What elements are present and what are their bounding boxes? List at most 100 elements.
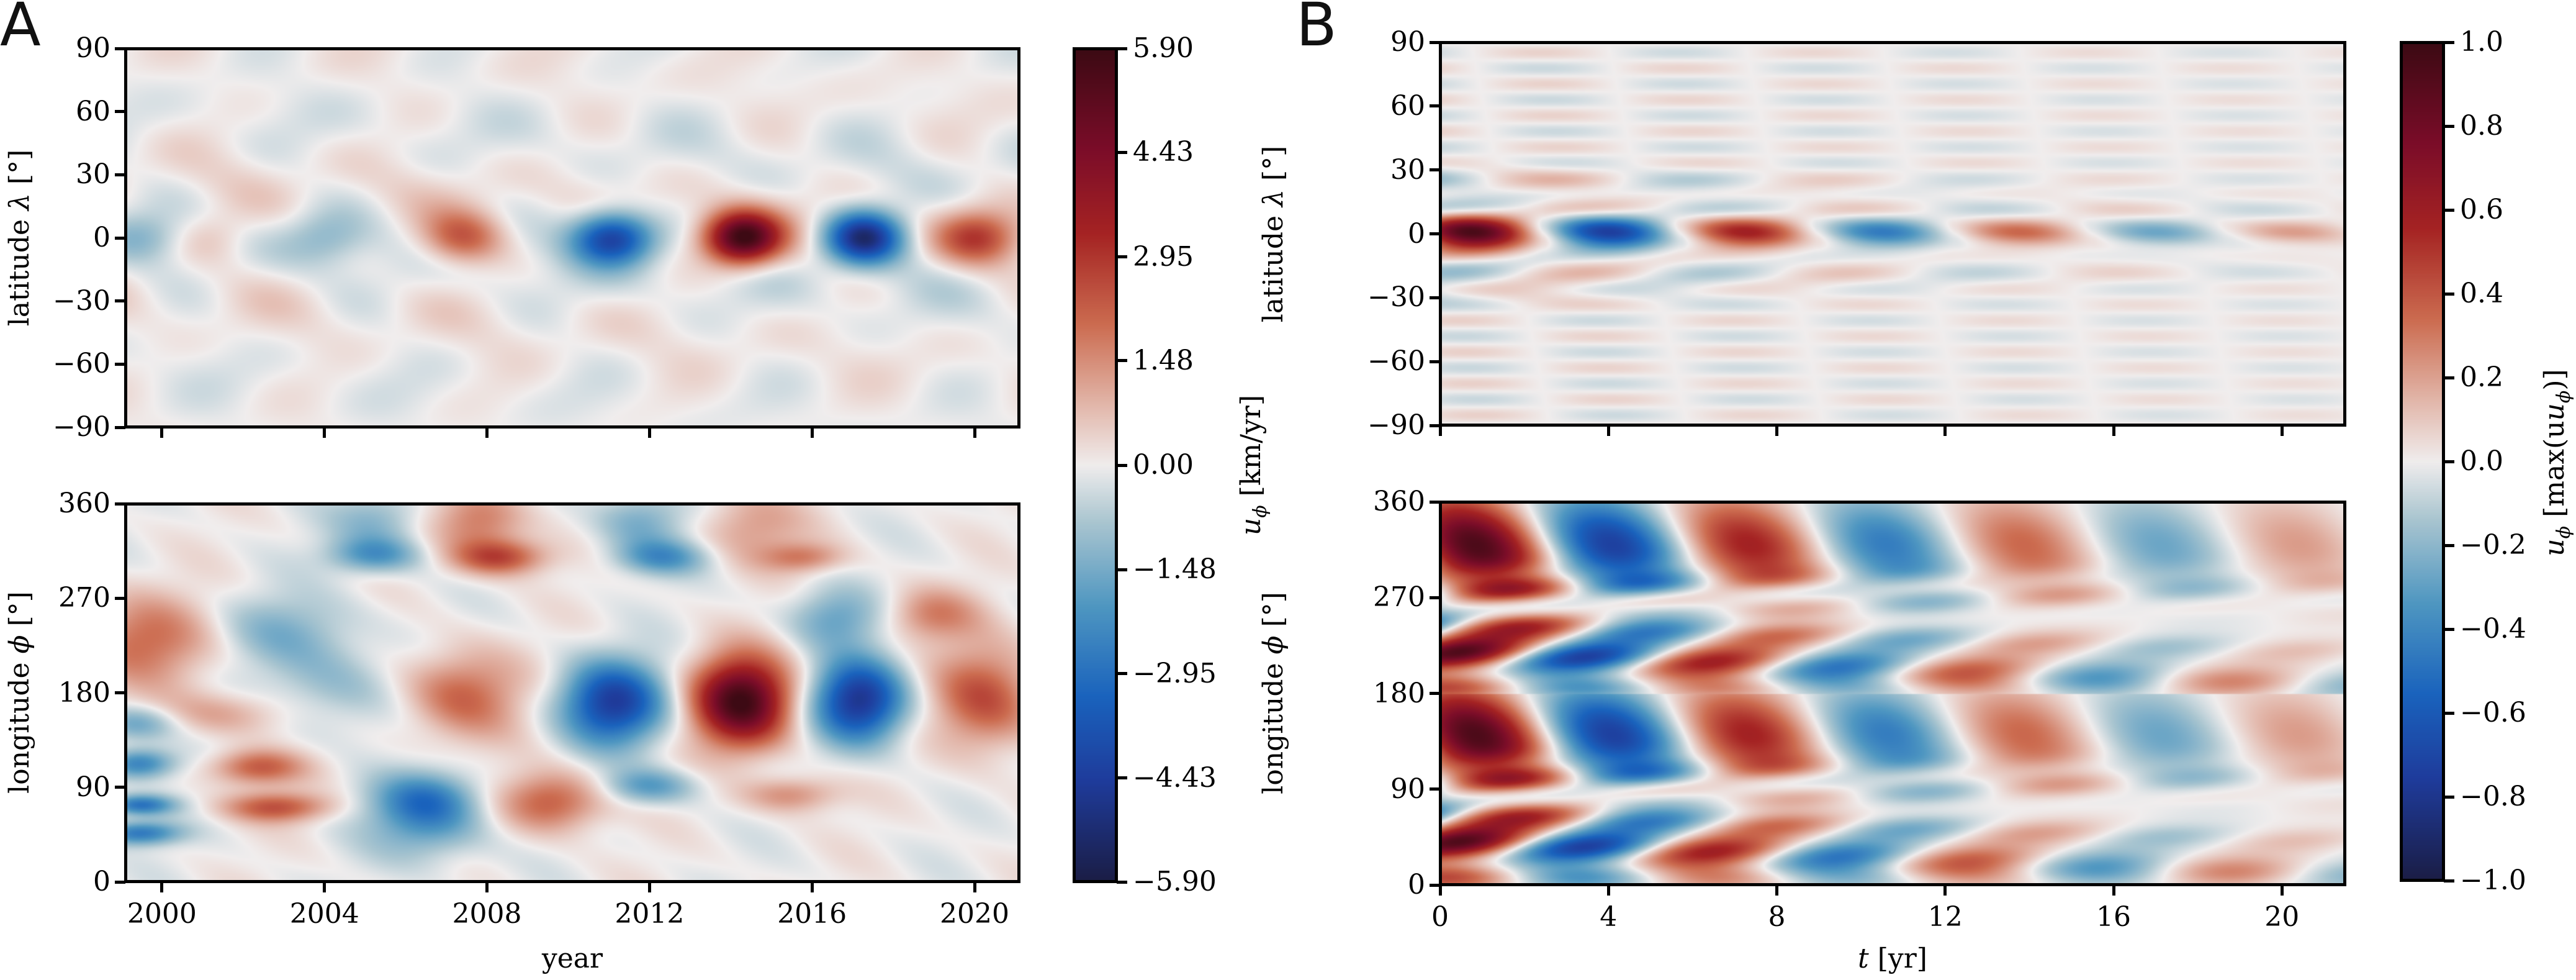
A-bottom-xtick-label: 2004	[289, 898, 359, 930]
A-colorbar-tick-label: −4.43	[1133, 761, 1217, 794]
A-colorbar-tick	[1117, 880, 1127, 884]
A-top-ytick	[115, 425, 125, 429]
A-top-ytick-label: −30	[53, 284, 110, 317]
A-bottom-ytick	[115, 880, 125, 884]
A-top-xtick	[485, 427, 489, 438]
B-colorbar-tick	[2444, 879, 2454, 882]
B-colorbar-tick	[2444, 460, 2454, 463]
b-top-ylabel: latitude λ [°]	[1258, 145, 1289, 323]
B-bottom-ytick-label: 90	[1390, 773, 1425, 805]
B-bottom-ytick	[1430, 883, 1440, 887]
B-bottom-xtick-label: 16	[2096, 901, 2132, 933]
B-bottom-xtick-label: 0	[1431, 901, 1449, 933]
A-top-ytick	[115, 47, 125, 50]
A-top-ytick	[115, 299, 125, 303]
B-top-xtick	[1606, 425, 1610, 436]
B-bottom-xtick-label: 20	[2264, 901, 2300, 933]
colorbar-a-label: uϕ [km/yr]	[1235, 394, 1271, 536]
heatmap-b-latitude	[1439, 41, 2346, 427]
A-colorbar-tick	[1117, 359, 1127, 363]
B-colorbar-tick	[2444, 376, 2454, 379]
A-colorbar-tick-label: −1.48	[1133, 553, 1217, 586]
panel-letter-b: B	[1296, 0, 1337, 60]
A-bottom-xtick-label: 2008	[452, 898, 522, 930]
B-colorbar-tick-label: −0.2	[2460, 529, 2526, 561]
A-bottom-ytick	[115, 691, 125, 694]
B-top-ytick-label: 0	[1408, 217, 1425, 250]
B-top-ytick	[1430, 168, 1440, 172]
A-colorbar-tick-label: 1.48	[1133, 344, 1194, 376]
B-top-ytick	[1430, 360, 1440, 363]
B-top-ytick-label: 30	[1390, 153, 1425, 186]
heatmap-a-longitude-image	[127, 506, 1017, 880]
B-colorbar-tick-label: −1.0	[2460, 864, 2526, 896]
B-top-ytick	[1430, 424, 1440, 427]
A-bottom-xtick	[973, 882, 976, 892]
B-top-ytick-label: 60	[1390, 89, 1425, 122]
A-top-xtick	[323, 427, 327, 438]
B-top-ytick	[1430, 232, 1440, 235]
B-colorbar-tick	[2444, 40, 2454, 44]
A-top-ytick-label: 90	[76, 32, 110, 64]
A-top-xtick	[647, 427, 651, 438]
a-top-ylabel: latitude λ [°]	[4, 149, 35, 327]
B-bottom-ytick	[1430, 787, 1440, 791]
A-colorbar-tick	[1117, 150, 1127, 154]
B-colorbar-tick-label: −0.4	[2460, 613, 2526, 645]
B-bottom-ytick	[1430, 500, 1440, 504]
heatmap-a-latitude-image	[127, 50, 1017, 425]
B-top-xtick	[1438, 425, 1442, 436]
A-top-ytick	[115, 362, 125, 366]
B-bottom-xtick	[1775, 885, 1778, 896]
A-top-xtick	[160, 427, 164, 438]
B-top-ytick	[1430, 104, 1440, 108]
A-top-ytick-label: 0	[93, 222, 110, 253]
colorbar-a	[1073, 47, 1118, 883]
A-top-ytick-label: −90	[53, 411, 110, 443]
B-top-ytick-label: −30	[1367, 281, 1425, 314]
A-bottom-xtick	[160, 882, 164, 892]
A-bottom-xtick-label: 2020	[940, 898, 1009, 930]
A-bottom-ytick-label: 90	[76, 771, 110, 803]
heatmap-b-latitude-image	[1442, 44, 2343, 424]
A-bottom-xtick-label: 2000	[127, 898, 197, 930]
A-top-ytick	[115, 110, 125, 114]
A-bottom-xtick-label: 2012	[615, 898, 685, 930]
A-top-ytick	[115, 236, 125, 240]
B-top-ytick-label: −60	[1367, 345, 1425, 378]
B-colorbar-tick-label: −0.8	[2460, 781, 2526, 812]
A-top-xtick	[973, 427, 976, 438]
A-colorbar-tick-label: 0.00	[1133, 449, 1194, 481]
A-colorbar-tick	[1117, 776, 1127, 780]
A-top-xtick	[810, 427, 814, 438]
B-top-ytick-label: 90	[1390, 26, 1425, 58]
heatmap-b-longitude	[1439, 501, 2346, 886]
b-xlabel: t [yr]	[1858, 943, 1927, 974]
B-top-xtick	[2280, 425, 2284, 436]
B-colorbar-tick-label: 0.0	[2460, 445, 2503, 477]
A-top-ytick-label: 30	[76, 158, 110, 191]
B-bottom-xtick	[1606, 885, 1610, 896]
colorbar-b-gradient	[2403, 44, 2442, 879]
A-bottom-ytick	[115, 502, 125, 506]
b-bottom-ylabel: longitude ϕ [°]	[1258, 592, 1289, 794]
B-bottom-ytick-label: 180	[1373, 677, 1425, 709]
A-bottom-xtick	[485, 882, 489, 892]
a-bottom-ylabel: longitude ϕ [°]	[4, 591, 35, 794]
B-bottom-xtick-label: 8	[1768, 901, 1786, 933]
B-bottom-xtick-label: 12	[1927, 901, 1963, 933]
A-colorbar-tick	[1117, 568, 1127, 571]
A-top-ytick	[115, 173, 125, 176]
A-bottom-ytick-label: 360	[58, 488, 110, 519]
B-colorbar-tick-label: 0.2	[2460, 361, 2503, 393]
A-colorbar-tick	[1117, 463, 1127, 467]
A-colorbar-tick	[1117, 255, 1127, 258]
B-top-ytick	[1430, 296, 1440, 299]
A-colorbar-tick	[1117, 672, 1127, 675]
B-bottom-ytick-label: 0	[1408, 869, 1425, 901]
A-colorbar-tick-label: 2.95	[1133, 240, 1194, 273]
A-bottom-ytick-label: 270	[58, 582, 110, 614]
A-colorbar-tick-label: 5.90	[1133, 32, 1194, 64]
B-colorbar-tick-label: 1.0	[2460, 26, 2503, 58]
B-top-xtick	[2112, 425, 2115, 436]
